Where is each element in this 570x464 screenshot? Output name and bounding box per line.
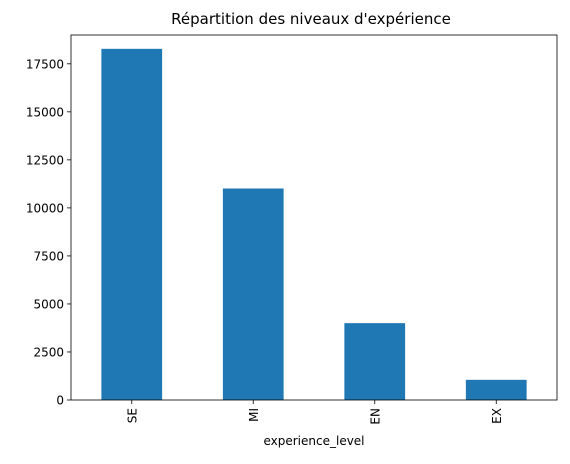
chart-title: Répartition des niveaux d'expérience	[171, 10, 451, 28]
bar-se	[101, 48, 163, 401]
plot-frame	[70, 34, 558, 401]
y-axis: 0 2500 5000 7500 10000 12500 15000 17500	[26, 57, 71, 408]
bar-ex	[465, 379, 527, 400]
y-tick-label: 17500	[26, 57, 64, 71]
x-axis-label: experience_level	[263, 434, 364, 448]
x-tick-label-se: SE	[125, 408, 139, 423]
x-tick-label-mi: MI	[247, 408, 261, 422]
y-tick-label: 5000	[33, 297, 64, 311]
y-tick-label: 2500	[33, 345, 64, 359]
y-tick-label: 12500	[26, 153, 64, 167]
bar-mi	[222, 188, 284, 400]
y-tick-label: 0	[56, 394, 64, 408]
bars-layer	[101, 48, 527, 401]
y-tick-label: 15000	[26, 105, 64, 119]
x-tick-label-ex: EX	[490, 408, 504, 424]
x-axis: SE MI EN EX	[125, 400, 504, 425]
bar-en	[344, 323, 406, 400]
x-tick-label-en: EN	[368, 408, 382, 425]
y-tick-label: 10000	[26, 201, 64, 215]
y-tick-label: 7500	[33, 249, 64, 263]
